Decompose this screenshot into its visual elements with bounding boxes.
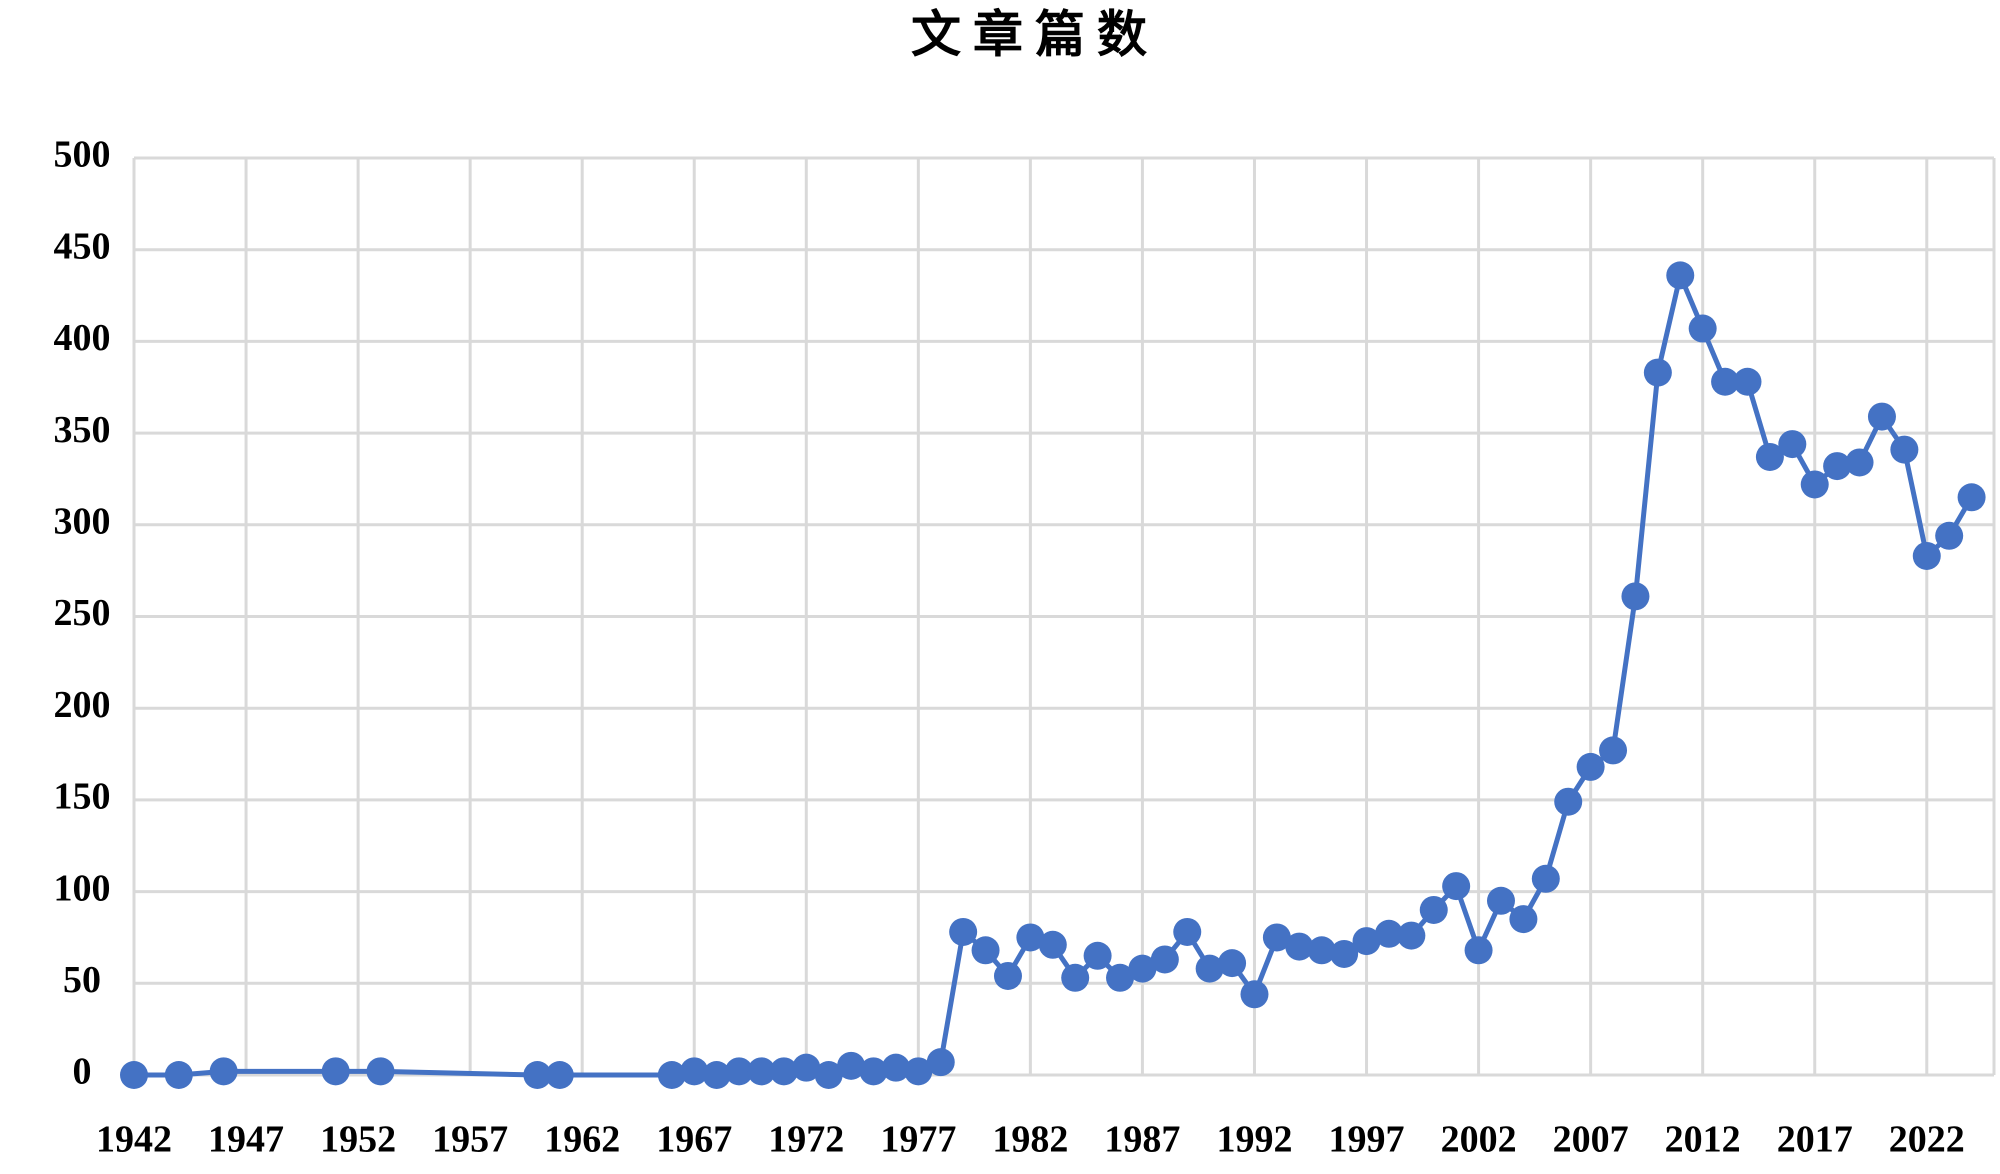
data-point (523, 1061, 552, 1089)
x-tick-label: 1997 (1329, 1119, 1405, 1161)
data-point (1419, 895, 1448, 924)
data-point (1486, 886, 1515, 915)
data-point (1688, 314, 1717, 343)
data-point (1778, 430, 1807, 459)
data-point (1755, 442, 1784, 471)
data-point (1957, 483, 1986, 512)
data-point (1912, 541, 1941, 570)
data-point (926, 1048, 955, 1077)
x-tick-label: 2012 (1665, 1119, 1741, 1161)
x-tick-label: 1947 (208, 1119, 284, 1161)
data-point (725, 1057, 754, 1086)
data-point (993, 961, 1022, 990)
y-tick-label: 350 (54, 409, 111, 451)
data-point (1935, 521, 1964, 550)
data-point (1800, 470, 1829, 499)
data-point (120, 1061, 148, 1089)
data-point (545, 1061, 574, 1089)
y-tick-label: 100 (54, 867, 111, 909)
x-tick-label: 1977 (880, 1119, 956, 1161)
data-point (971, 936, 1000, 965)
data-point (657, 1061, 686, 1089)
y-tick-label: 300 (54, 501, 111, 543)
x-tick-label: 1967 (656, 1119, 732, 1161)
y-tick-label: 400 (54, 317, 111, 359)
data-point (209, 1057, 238, 1086)
data-point (1531, 864, 1560, 893)
data-point (1016, 923, 1045, 952)
data-point (702, 1061, 731, 1089)
data-point (1867, 402, 1896, 431)
x-tick-label: 1942 (96, 1119, 172, 1161)
y-tick-label: 150 (54, 776, 111, 818)
x-tick-label: 1987 (1104, 1119, 1180, 1161)
x-tick-label: 2002 (1441, 1119, 1517, 1161)
data-point (1733, 367, 1762, 396)
x-tick-label: 1962 (544, 1119, 620, 1161)
data-point (769, 1057, 798, 1086)
data-point (1330, 939, 1359, 968)
data-point (859, 1057, 888, 1086)
data-point (1262, 923, 1291, 952)
x-tick-label: 1957 (432, 1119, 508, 1161)
data-point (1307, 936, 1336, 965)
data-point (1083, 941, 1112, 970)
data-point (1666, 261, 1695, 290)
data-point (1397, 921, 1426, 950)
x-tick-label: 1982 (992, 1119, 1068, 1161)
data-point (680, 1057, 709, 1086)
y-tick-label: 500 (54, 134, 111, 176)
data-point (792, 1053, 821, 1082)
x-tick-label: 2017 (1777, 1119, 1853, 1161)
data-point (837, 1051, 866, 1080)
data-point (1576, 752, 1605, 781)
data-point (904, 1057, 933, 1086)
x-tick-label: 2022 (1889, 1119, 1965, 1161)
data-point (366, 1057, 395, 1086)
data-point (1195, 954, 1224, 983)
data-point (747, 1057, 776, 1086)
chart-title: 文章篇数 (911, 6, 1159, 62)
data-point (1374, 919, 1403, 948)
data-point (1464, 936, 1493, 965)
y-tick-label: 450 (54, 225, 111, 267)
y-tick-label: 250 (54, 592, 111, 634)
x-tick-label: 1972 (768, 1119, 844, 1161)
data-point (881, 1053, 910, 1082)
data-point (1173, 917, 1202, 946)
data-point (1711, 367, 1740, 396)
data-point (1352, 927, 1381, 956)
data-point (1509, 905, 1538, 934)
data-point (164, 1061, 193, 1089)
data-point (1890, 435, 1919, 464)
x-tick-label: 1992 (1216, 1119, 1292, 1161)
data-point (1554, 787, 1583, 816)
data-point (1285, 932, 1314, 961)
data-point (1150, 945, 1179, 974)
data-point (1599, 736, 1628, 765)
data-point (321, 1057, 350, 1086)
data-point (1442, 872, 1471, 901)
data-point (1218, 949, 1247, 978)
data-point (1038, 930, 1067, 959)
data-point (1823, 452, 1852, 481)
data-point (1106, 963, 1135, 992)
x-tick-label: 1952 (320, 1119, 396, 1161)
y-tick-label: 200 (54, 684, 111, 726)
data-point (1061, 963, 1090, 992)
data-point (1128, 954, 1157, 983)
data-point (1240, 980, 1269, 1009)
data-point (814, 1061, 843, 1089)
data-point (949, 917, 978, 946)
x-tick-label: 2007 (1553, 1119, 1629, 1161)
data-point (1621, 582, 1650, 611)
data-point (1845, 448, 1874, 477)
data-point (1643, 358, 1672, 387)
y-tick-label: 50 (63, 959, 101, 1001)
y-tick-label: 0 (73, 1051, 92, 1093)
